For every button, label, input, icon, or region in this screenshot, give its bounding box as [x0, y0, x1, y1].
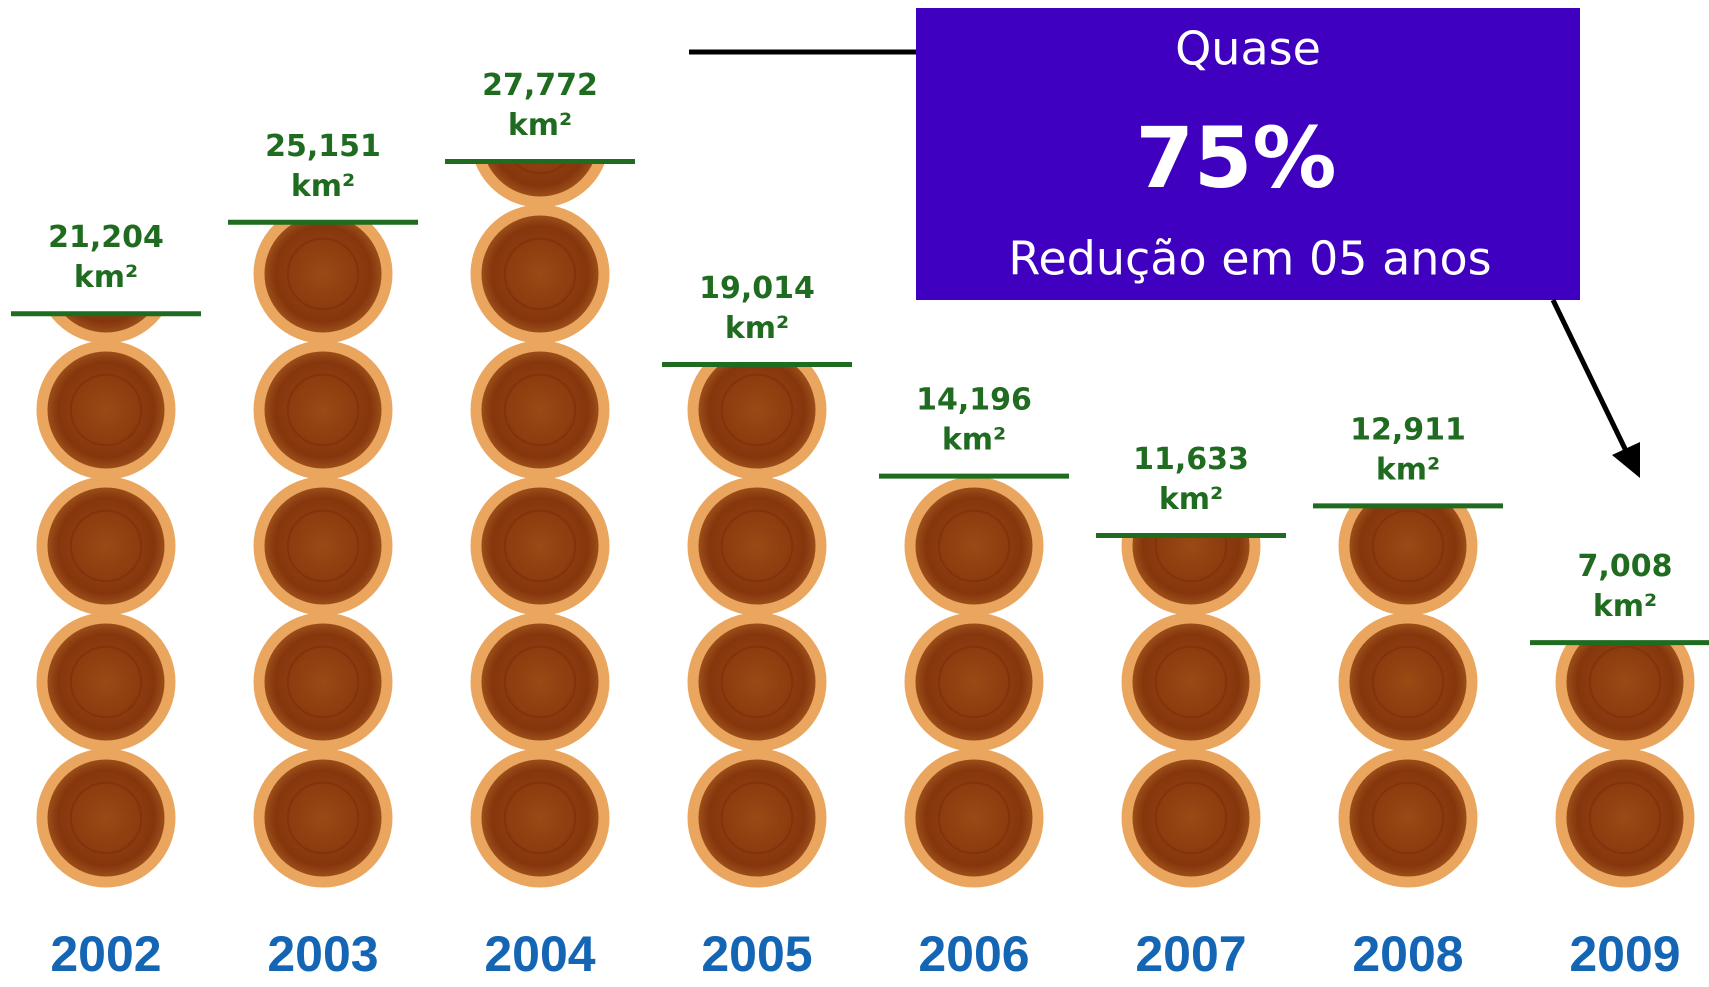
log	[259, 346, 387, 474]
log-stack	[259, 210, 387, 882]
value-label: 21,204	[48, 220, 164, 255]
log	[1127, 618, 1255, 746]
value-label: 7,008	[1578, 549, 1673, 584]
log	[42, 482, 170, 610]
unit-label: km²	[725, 311, 789, 346]
log	[42, 618, 170, 746]
log	[910, 618, 1038, 746]
unit-label: km²	[1376, 452, 1440, 487]
log	[476, 618, 604, 746]
log	[1344, 754, 1472, 882]
unit-label: km²	[508, 108, 572, 143]
unit-label: km²	[1593, 589, 1657, 624]
log-stack	[693, 346, 821, 882]
log	[476, 754, 604, 882]
value-label: 14,196	[916, 383, 1032, 418]
log	[1127, 754, 1255, 882]
value-label: 11,633	[1133, 442, 1249, 477]
log	[1561, 754, 1689, 882]
log-stack	[476, 74, 604, 882]
value-label: 12,911	[1350, 412, 1466, 447]
log-stack	[42, 210, 170, 882]
log-stack	[1344, 482, 1472, 882]
log	[259, 210, 387, 338]
value-label: 19,014	[699, 271, 815, 306]
value-label: 25,151	[265, 129, 381, 164]
log	[1344, 618, 1472, 746]
log-stack	[1561, 618, 1689, 882]
category-label: 2004	[484, 926, 595, 982]
log-stack	[910, 482, 1038, 882]
category-label: 2002	[50, 926, 161, 982]
log	[476, 346, 604, 474]
unit-label: km²	[74, 260, 138, 295]
unit-label: km²	[1159, 482, 1223, 517]
log-stack	[1127, 482, 1255, 882]
log	[476, 482, 604, 610]
log	[910, 754, 1038, 882]
category-label: 2003	[267, 926, 378, 982]
annotation-headline: 75%	[1135, 109, 1336, 207]
log	[693, 754, 821, 882]
log	[693, 618, 821, 746]
value-label: 27,772	[482, 68, 598, 103]
log	[259, 482, 387, 610]
unit-label: km²	[942, 423, 1006, 458]
arrow-line	[1553, 300, 1628, 455]
log	[42, 346, 170, 474]
annotation-bottom: Redução em 05 anos	[1008, 232, 1491, 286]
annotation-top: Quase	[1175, 22, 1321, 76]
category-label: 2006	[918, 926, 1029, 982]
category-label: 2005	[701, 926, 812, 982]
log	[693, 482, 821, 610]
log	[42, 754, 170, 882]
log	[1561, 618, 1689, 746]
chart: Quase 75% Redução em 05 anos 21,204 km² 20…	[0, 0, 1709, 987]
category-label: 2009	[1569, 926, 1680, 982]
log	[259, 618, 387, 746]
log	[259, 754, 387, 882]
log	[910, 482, 1038, 610]
log	[476, 210, 604, 338]
category-label: 2008	[1352, 926, 1463, 982]
category-label: 2007	[1135, 926, 1246, 982]
log	[1344, 482, 1472, 610]
unit-label: km²	[291, 169, 355, 204]
